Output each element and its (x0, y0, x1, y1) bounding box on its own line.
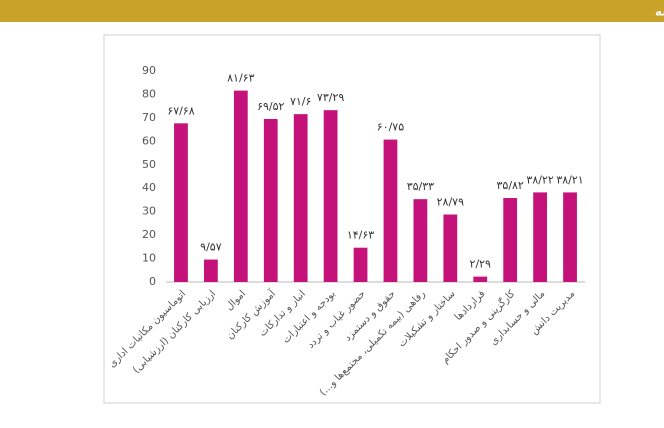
x-tick-label: مالی و حسابداری (488, 288, 547, 347)
y-tick-label: 10 (142, 252, 156, 265)
value-label: ۶۷/۶۸ (167, 104, 194, 117)
bar (503, 198, 518, 282)
value-label: ۳۵/۳۳ (407, 180, 434, 193)
value-label: ۶۹/۵۲ (257, 100, 284, 113)
bar (413, 199, 428, 282)
bar (293, 114, 308, 282)
value-label: ۳۵/۸۲ (497, 179, 524, 192)
value-label: ۷۱/۶ (290, 95, 311, 108)
title-band (0, 0, 664, 22)
y-tick-label: 80 (142, 87, 156, 100)
bar (263, 119, 278, 282)
x-tick-label: بودجه و اعتبارات (281, 288, 338, 345)
bar (174, 123, 188, 282)
value-label: ۳۸/۲۲ (526, 173, 553, 186)
chart-title: شکل ۴. نمودار نگاشت دستگاه‌های دولتی طرف… (655, 5, 664, 20)
y-tick-label: 20 (142, 228, 156, 241)
bar (323, 110, 338, 283)
y-tick-label: 30 (142, 205, 156, 218)
value-label: ۱۴/۶۳ (347, 229, 374, 242)
value-label: ۳۸/۲۱ (556, 173, 583, 186)
bar (473, 276, 488, 282)
bar (233, 90, 248, 282)
bar (204, 259, 218, 282)
bar (443, 214, 458, 282)
y-tick-label: 50 (142, 158, 156, 171)
chart-frame (103, 34, 601, 404)
bar (533, 192, 547, 282)
y-tick-label: 40 (142, 181, 156, 194)
value-label: ۶۰/۷۵ (377, 121, 404, 134)
y-tick-label: 60 (142, 134, 156, 147)
bar (563, 192, 577, 282)
value-label: ۲۸/۷۹ (437, 196, 464, 209)
bar (353, 247, 368, 282)
x-tick-label: ساختار و تشکیلات (397, 288, 458, 349)
y-tick-label: 70 (142, 111, 156, 124)
bar (383, 139, 398, 282)
value-label: ۲/۲۹ (470, 258, 492, 271)
value-label: ۷۳/۲۹ (317, 91, 344, 104)
y-tick-label: 0 (149, 275, 156, 288)
y-tick-label: 90 (142, 64, 156, 77)
value-label: ۸۱/۶۳ (227, 72, 254, 85)
x-tick-label: اموال (224, 288, 248, 312)
value-label: ۹/۵۷ (200, 241, 222, 254)
